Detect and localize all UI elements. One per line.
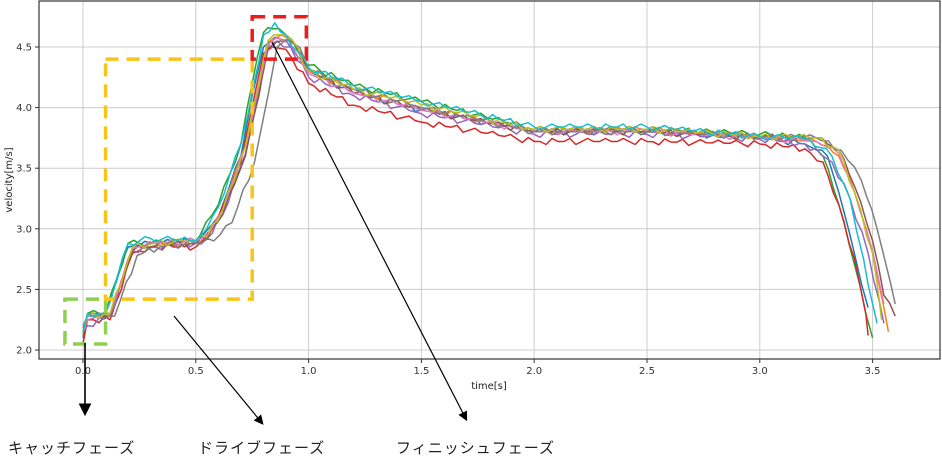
series-line [82,38,896,327]
y-tick-label: 4.5 [16,43,32,54]
x-tick-label: 3.5 [865,366,881,377]
drive-phase-box [103,57,254,301]
y-tick-label: 3.0 [16,224,32,235]
drive-phase-label: ドライブフェーズ [198,439,326,457]
x-tick-label: 0.5 [188,366,204,377]
chart-series [82,22,896,345]
axis-ticks: 0.0 0.5 1.0 1.5 2.0 2.5 3.0 3.5 2.0 2.5 3.0 3.5 4.0 4… [16,43,880,378]
series-line [82,39,896,329]
series-line [82,36,885,333]
series-line [82,36,869,339]
x-tick-label: 0.0 [75,366,91,377]
y-tick-label: 2.5 [16,285,32,296]
phase-boxes [63,14,309,346]
chart-grid [39,1,940,359]
series-line [82,26,874,339]
finish-phase-box [250,14,309,61]
x-tick-label: 2.0 [526,366,542,377]
finish-phase-label: フィニッシュフェーズ [396,439,555,457]
series-line [82,34,890,333]
x-axis-label: time[s] [471,381,507,392]
drive-arrow [173,315,264,425]
series-line [82,46,869,345]
y-tick-label: 4.0 [16,103,32,114]
x-tick-label: 3.0 [752,366,768,377]
series-line [82,34,883,333]
y-tick-label: 2.0 [16,346,32,357]
series-line [82,40,885,333]
axes-frame [38,0,941,360]
catch-phase-label: キャッチフェーズ [8,439,136,457]
y-tick-label: 3.5 [16,164,32,175]
y-axis-label: velocity[m/s] [4,147,15,212]
finish-arrow [271,41,468,422]
x-tick-label: 2.5 [639,366,655,377]
series-line [82,22,878,332]
x-tick-label: 1.0 [301,366,317,377]
x-tick-label: 1.5 [413,366,429,377]
